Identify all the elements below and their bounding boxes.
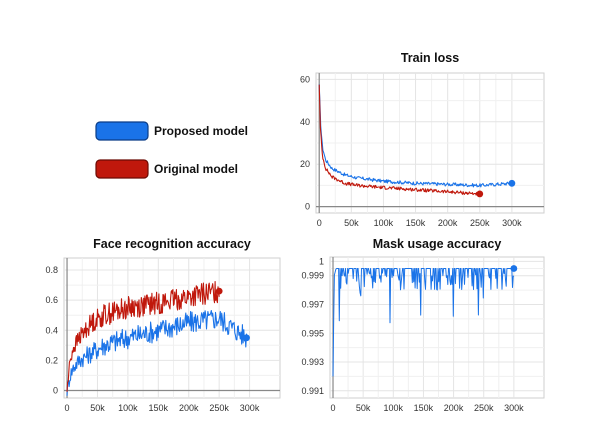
y-tick-label: 0.999: [301, 271, 324, 281]
x-tick-label: 300k: [240, 403, 260, 413]
y-tick-label: 0.8: [45, 265, 58, 275]
series-end-point: [508, 179, 516, 187]
chart-mask-accuracy: Mask usage accuracy 0 50k 100k 150k 200k 250k 3…: [301, 237, 545, 413]
x-tick-label: 200k: [438, 218, 458, 228]
y-tick-label: 40: [300, 117, 310, 127]
series-end-point: [510, 265, 518, 272]
chart-title: Mask usage accuracy: [373, 237, 502, 251]
plot-area: [329, 256, 545, 399]
x-tick-label: 250k: [470, 218, 490, 228]
series-end-point: [476, 190, 484, 198]
y-tick-label: 20: [300, 159, 310, 169]
x-tick-label: 100k: [374, 218, 394, 228]
y-tick-label: 0.993: [301, 357, 324, 367]
series-end-point: [243, 334, 250, 342]
x-tick-label: 50k: [356, 403, 371, 413]
x-tick-label: 50k: [90, 403, 105, 413]
x-tick-label: 0: [65, 403, 70, 413]
x-tick-label: 100k: [118, 403, 138, 413]
x-tick-label: 250k: [209, 403, 229, 413]
x-tick-label: 0: [317, 218, 322, 228]
series-line: [318, 84, 481, 196]
chart-title: Face recognition accuracy: [93, 237, 251, 251]
x-tick-label: 250k: [474, 403, 494, 413]
series-line: [66, 281, 220, 392]
y-tick-label: 0.991: [301, 386, 324, 396]
series-end-point: [215, 287, 223, 295]
y-tick-label: 0.2: [45, 355, 58, 365]
series-line: [332, 268, 515, 377]
chart-title: Train loss: [401, 51, 459, 65]
legend-swatch-original: [95, 159, 149, 179]
series-line: [318, 84, 513, 188]
y-tick-label: 0.995: [301, 328, 324, 338]
legend: Proposed model Original model: [95, 121, 248, 179]
y-tick-label: 0.997: [301, 299, 324, 309]
x-tick-label: 100k: [384, 403, 404, 413]
x-tick-label: 150k: [406, 218, 426, 228]
legend-swatch-proposed: [95, 121, 149, 141]
x-tick-label: 200k: [444, 403, 464, 413]
legend-label-proposed: Proposed model: [154, 124, 248, 138]
x-tick-label: 300k: [502, 218, 522, 228]
x-tick-label: 150k: [414, 403, 434, 413]
y-tick-label: 1: [319, 256, 324, 266]
chart-train-loss: Train loss 0 50k 100k 150k 200k 250k 300k 0 20 40 6…: [300, 51, 545, 228]
x-tick-label: 50k: [344, 218, 359, 228]
y-tick-label: 0.4: [45, 325, 58, 335]
y-tick-label: 0.6: [45, 295, 58, 305]
legend-label-original: Original model: [154, 162, 238, 176]
y-tick-label: 0: [305, 202, 310, 212]
x-tick-label: 0: [331, 403, 336, 413]
y-tick-label: 60: [300, 74, 310, 84]
series-line: [66, 309, 248, 396]
x-tick-label: 150k: [149, 403, 169, 413]
x-tick-label: 300k: [504, 403, 524, 413]
x-tick-label: 200k: [179, 403, 199, 413]
y-tick-label: 0: [53, 385, 58, 395]
chart-face-accuracy: Face recognition accuracy 0 50k 100k 150k 200…: [45, 237, 281, 413]
